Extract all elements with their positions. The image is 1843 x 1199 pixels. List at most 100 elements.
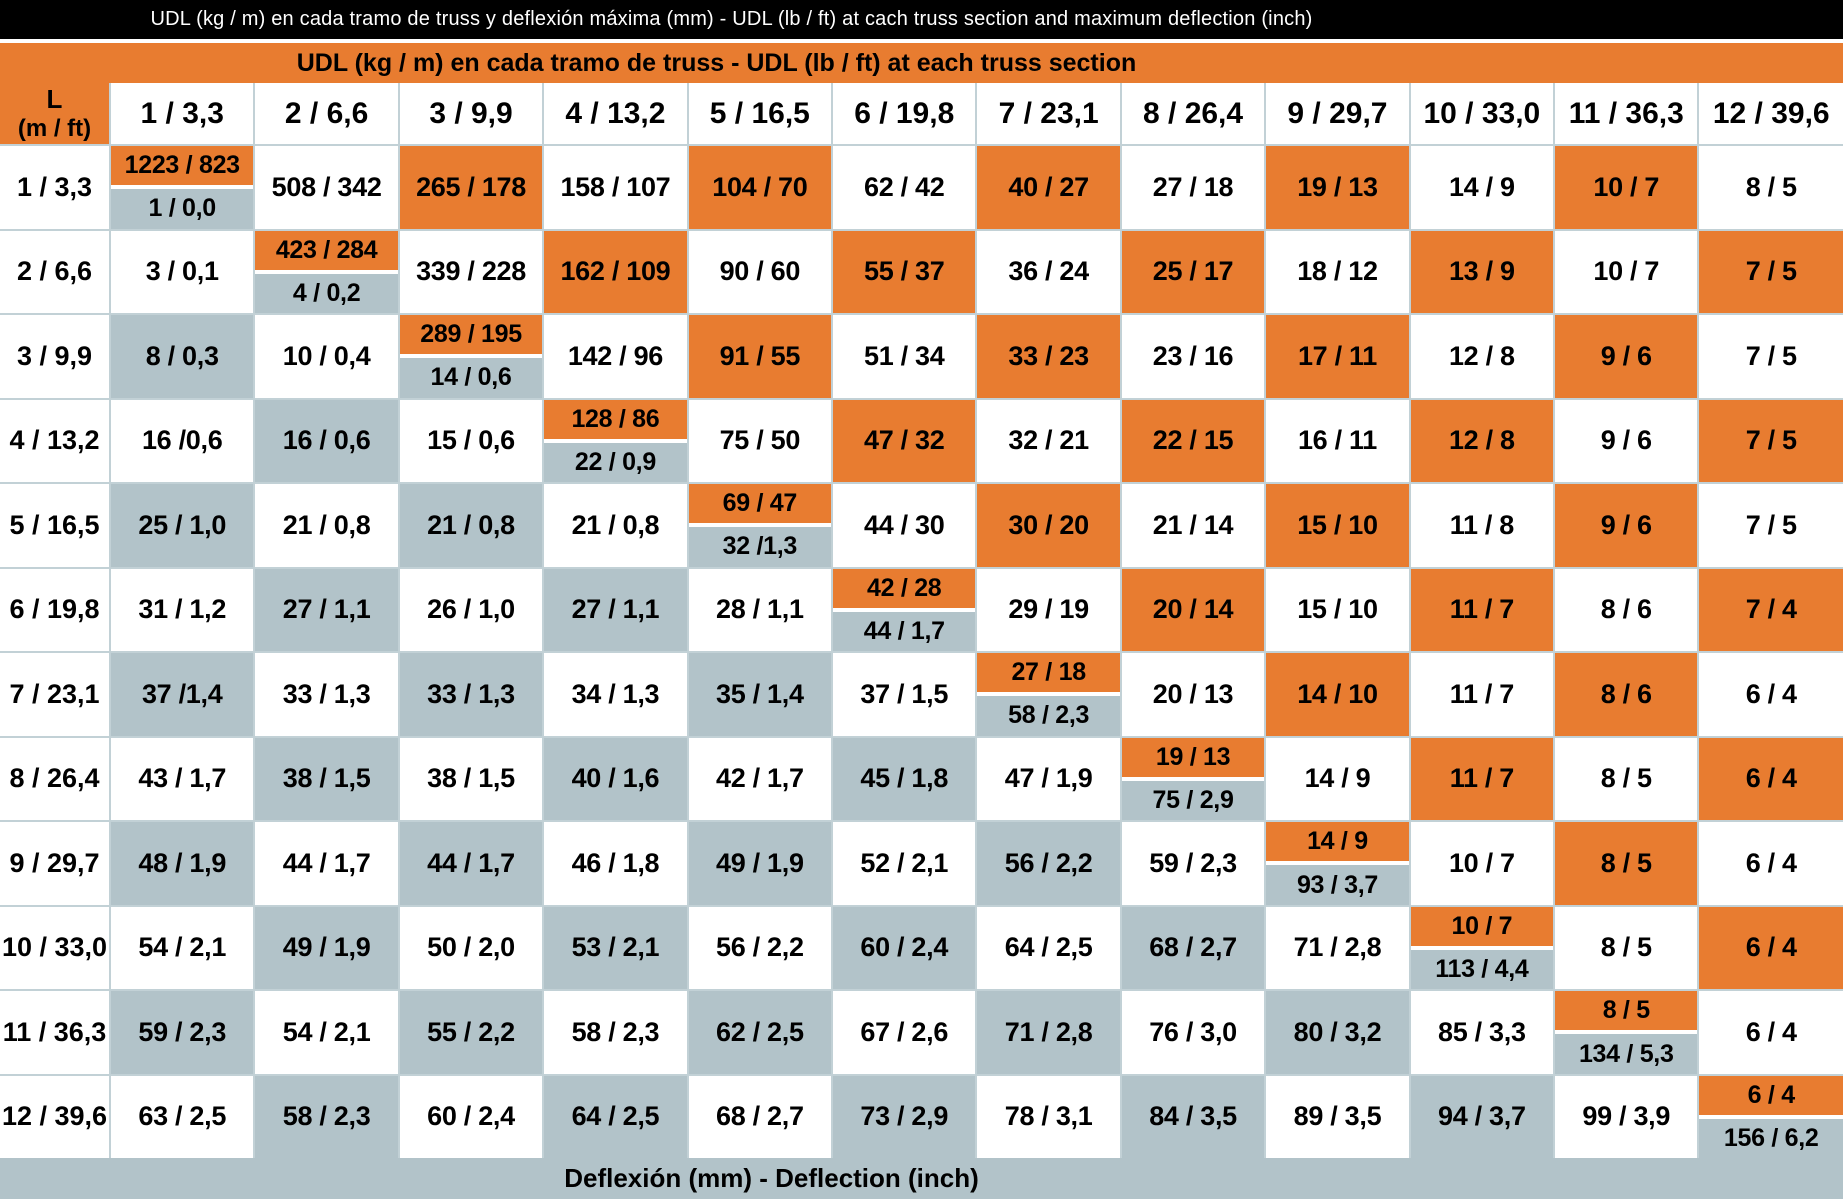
udl-cell: 8 / 5 <box>1553 904 1700 992</box>
corner-header: L (m / ft) <box>0 83 111 146</box>
diagonal-split-cell: 423 / 284 4 / 0,2 <box>253 228 400 316</box>
udl-cell: 10 / 7 <box>1553 144 1700 231</box>
udl-cell: 76 / 3,0 <box>1119 989 1267 1076</box>
udl-cell: 15 / 10 <box>1264 566 1411 654</box>
udl-cell: 7 / 5 <box>1697 313 1843 400</box>
udl-cell: 21 / 14 <box>1119 482 1267 569</box>
udl-cell: 7 / 5 <box>1697 482 1843 569</box>
udl-cell: 6 / 4 <box>1697 820 1843 907</box>
udl-cell: 8 / 0,3 <box>108 313 256 400</box>
corner-header-units: (m / ft) <box>17 114 92 142</box>
udl-cell: 19 / 13 <box>1264 144 1411 231</box>
diag-udl-value: 1223 / 823 <box>111 146 254 186</box>
udl-cell: 20 / 13 <box>1119 651 1267 738</box>
udl-cell: 89 / 3,5 <box>1264 1073 1411 1158</box>
udl-cell: 11 / 7 <box>1408 566 1556 654</box>
udl-cell: 75 / 50 <box>686 397 834 485</box>
table-row: 8 / 26,4 43 / 1,7 38 / 1,5 38 / 1,5 40 / 1,6… <box>0 735 1843 823</box>
diag-divider <box>111 185 254 190</box>
udl-cell: 25 / 17 <box>1119 228 1267 316</box>
diag-udl-value: 19 / 13 <box>1121 737 1265 777</box>
column-header: 4 / 13,2 <box>542 83 689 146</box>
diag-udl-value: 14 / 9 <box>1266 822 1409 862</box>
diag-divider <box>399 354 543 359</box>
udl-cell: 56 / 2,2 <box>975 820 1122 907</box>
udl-cell: 14 / 10 <box>1264 651 1411 738</box>
udl-cell: 37 /1,4 <box>108 651 256 738</box>
udl-cell: 71 / 2,8 <box>975 989 1122 1076</box>
diag-divider <box>1555 1030 1698 1035</box>
diagonal-split-cell: 10 / 7 113 / 4,4 <box>1408 904 1556 992</box>
diagonal-split-cell: 128 / 86 22 / 0,9 <box>542 397 689 485</box>
corner-header-label: L <box>46 83 63 114</box>
udl-cell: 50 / 2,0 <box>397 904 545 992</box>
udl-cell: 10 / 7 <box>1408 820 1556 907</box>
diag-deflection-value: 44 / 1,7 <box>833 611 976 652</box>
diag-deflection-value: 75 / 2,9 <box>1121 780 1265 821</box>
udl-cell: 21 / 0,8 <box>253 482 400 569</box>
row-label: 10 / 33,0 <box>0 904 111 992</box>
title-bar: UDL (kg / m) en cada tramo de truss y de… <box>0 0 1843 39</box>
udl-cell: 12 / 8 <box>1408 313 1556 400</box>
udl-cell: 51 / 34 <box>831 313 978 400</box>
diag-divider <box>1699 1114 1843 1119</box>
udl-cell: 9 / 6 <box>1553 397 1700 485</box>
table-row: 6 / 19,8 31 / 1,2 27 / 1,1 26 / 1,0 27 / 1,1… <box>0 566 1843 654</box>
udl-cell: 52 / 2,1 <box>831 820 978 907</box>
table-row: 12 / 39,6 63 / 2,5 58 / 2,3 60 / 2,4 64 / 2,… <box>0 1073 1843 1159</box>
column-header: 7 / 23,1 <box>975 83 1122 146</box>
diag-divider <box>977 692 1120 697</box>
udl-cell: 54 / 2,1 <box>108 904 256 992</box>
udl-cell: 28 / 1,1 <box>686 566 834 654</box>
udl-cell: 9 / 6 <box>1553 482 1700 569</box>
udl-cell: 9 / 6 <box>1553 313 1700 400</box>
udl-cell: 6 / 4 <box>1697 989 1843 1076</box>
udl-cell: 30 / 20 <box>975 482 1122 569</box>
udl-cell: 31 / 1,2 <box>108 566 256 654</box>
udl-cell: 56 / 2,2 <box>686 904 834 992</box>
diagonal-split-cell: 69 / 47 32 /1,3 <box>686 482 834 569</box>
diagonal-split-cell: 289 / 195 14 / 0,6 <box>397 313 545 400</box>
udl-cell: 8 / 5 <box>1553 735 1700 823</box>
diagonal-split-cell: 19 / 13 75 / 2,9 <box>1119 735 1267 823</box>
udl-cell: 37 / 1,5 <box>831 651 978 738</box>
udl-cell: 94 / 3,7 <box>1408 1073 1556 1158</box>
udl-cell: 78 / 3,1 <box>975 1073 1122 1158</box>
column-header: 1 / 3,3 <box>108 83 256 146</box>
udl-cell: 71 / 2,8 <box>1264 904 1411 992</box>
udl-cell: 7 / 4 <box>1697 566 1843 654</box>
udl-cell: 16 / 11 <box>1264 397 1411 485</box>
udl-cell: 49 / 1,9 <box>253 904 400 992</box>
udl-cell: 15 / 10 <box>1264 482 1411 569</box>
udl-cell: 265 / 178 <box>397 144 545 231</box>
udl-cell: 38 / 1,5 <box>253 735 400 823</box>
column-header: 9 / 29,7 <box>1264 83 1411 146</box>
udl-cell: 46 / 1,8 <box>542 820 689 907</box>
diagonal-split-cell: 14 / 9 93 / 3,7 <box>1264 820 1411 907</box>
udl-cell: 67 / 2,6 <box>831 989 978 1076</box>
row-label: 9 / 29,7 <box>0 820 111 907</box>
udl-cell: 8 / 6 <box>1553 651 1700 738</box>
udl-cell: 6 / 4 <box>1697 735 1843 823</box>
udl-cell: 23 / 16 <box>1119 313 1267 400</box>
diag-udl-value: 10 / 7 <box>1410 906 1554 946</box>
udl-cell: 20 / 14 <box>1119 566 1267 654</box>
udl-cell: 158 / 107 <box>542 144 689 231</box>
table-row: 2 / 6,6 3 / 0,1 423 / 284 4 / 0,2 339 / 228 1… <box>0 228 1843 316</box>
udl-cell: 60 / 2,4 <box>831 904 978 992</box>
table-row: 1 / 3,3 1223 / 823 1 / 0,0 508 / 342 265 / 1… <box>0 144 1843 231</box>
udl-cell: 14 / 9 <box>1408 144 1556 231</box>
udl-cell: 55 / 37 <box>831 228 978 316</box>
udl-cell: 26 / 1,0 <box>397 566 545 654</box>
udl-cell: 42 / 1,7 <box>686 735 834 823</box>
udl-cell: 104 / 70 <box>686 144 834 231</box>
table-row: 7 / 23,1 37 /1,4 33 / 1,3 33 / 1,3 34 / 1,3 3… <box>0 651 1843 738</box>
udl-cell: 33 / 1,3 <box>397 651 545 738</box>
udl-cell: 27 / 18 <box>1119 144 1267 231</box>
udl-cell: 33 / 23 <box>975 313 1122 400</box>
udl-cell: 13 / 9 <box>1408 228 1556 316</box>
udl-cell: 7 / 5 <box>1697 228 1843 316</box>
diag-divider <box>1266 861 1409 866</box>
table-row: 3 / 9,9 8 / 0,3 10 / 0,4 289 / 195 14 / 0,6 1… <box>0 313 1843 400</box>
